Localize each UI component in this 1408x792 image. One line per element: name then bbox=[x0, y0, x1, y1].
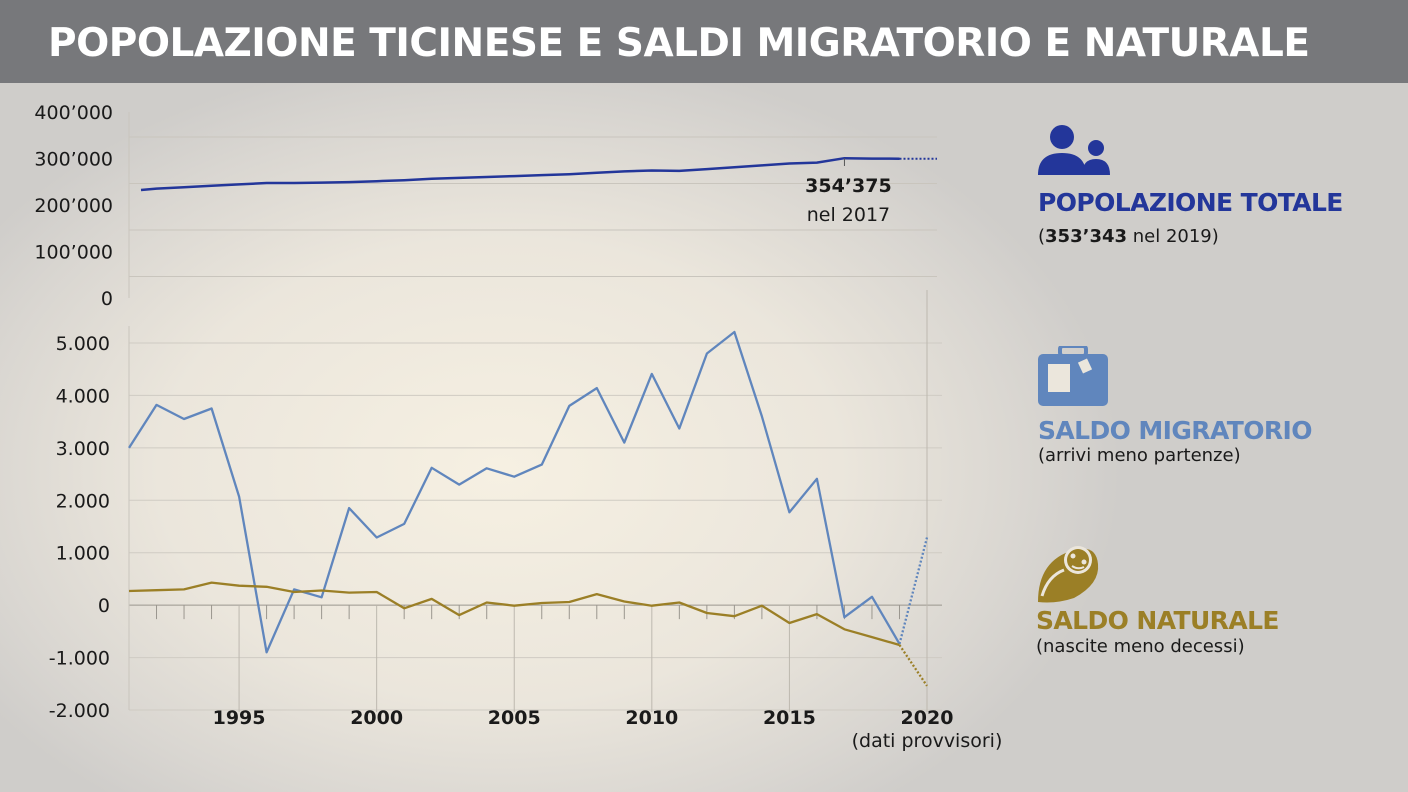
legend-naturale-sub: (nascite meno decessi) bbox=[1036, 636, 1245, 657]
annotation-layer: 354’375 nel 2017 bbox=[805, 158, 892, 226]
saldi-y-tick: 4.000 bbox=[56, 385, 110, 407]
saldi-grid bbox=[128, 290, 942, 712]
migratorio-provisional-line bbox=[898, 537, 929, 645]
suitcase-icon bbox=[1038, 344, 1108, 406]
legend-population-sub-value: 353’343 bbox=[1045, 226, 1128, 247]
legend-naturale-title: SALDO NATURALE bbox=[1036, 606, 1279, 635]
baby-icon bbox=[1034, 540, 1100, 604]
saldi-y-ticks: 5.000 4.000 3.000 2.000 1.000 0 -1.000 -2.000 bbox=[49, 333, 110, 722]
population-y-tick: 200’000 bbox=[34, 195, 113, 217]
population-y-tick: 100’000 bbox=[34, 242, 113, 264]
saldi-y-tick: 3.000 bbox=[56, 438, 110, 460]
population-y-ticks: 400’000 300’000 200’000 100’000 0 bbox=[34, 102, 113, 310]
title-bar: POPOLAZIONE TICINESE E SALDI MIGRATORIO … bbox=[0, 0, 1408, 83]
saldi-x-ticks: 1995 2000 2005 2010 2015 2020(dati provvisori… bbox=[213, 707, 1003, 752]
population-grid bbox=[128, 112, 937, 298]
annotation-value: 354’375 bbox=[805, 175, 892, 197]
legend-population-title: POPOLAZIONE TOTALE bbox=[1038, 188, 1343, 217]
population-y-tick: 400’000 bbox=[34, 102, 113, 124]
saldi-x-tick: 2020 bbox=[901, 707, 954, 729]
legend-migratorio-sub: (arrivi meno partenze) bbox=[1038, 445, 1241, 466]
saldi-x-tick: 2005 bbox=[488, 707, 541, 729]
series-layer bbox=[128, 156, 937, 687]
legend-migratorio-title: SALDO MIGRATORIO bbox=[1038, 416, 1312, 445]
saldi-y-tick: 1.000 bbox=[56, 543, 110, 565]
naturale-provisional-line bbox=[898, 644, 928, 687]
saldi-y-tick: 2.000 bbox=[56, 490, 110, 512]
saldi-x-tick: 1995 bbox=[213, 707, 266, 729]
saldi-y-tick: 5.000 bbox=[56, 333, 110, 355]
annotation-text: nel 2017 bbox=[807, 204, 890, 226]
legend-population-sub-open: ( bbox=[1038, 226, 1046, 247]
naturale-line bbox=[128, 581, 900, 647]
saldi-x-note: (dati provvisori) bbox=[852, 730, 1003, 752]
people-icon bbox=[1036, 123, 1112, 177]
population-y-tick: 300’000 bbox=[34, 149, 113, 171]
saldi-y-tick: 0 bbox=[98, 595, 110, 617]
saldi-x-tick: 2000 bbox=[350, 707, 403, 729]
saldi-y-tick: -1.000 bbox=[49, 648, 110, 670]
saldi-y-tick: -2.000 bbox=[49, 700, 110, 722]
saldi-x-tick: 2010 bbox=[625, 707, 678, 729]
legend-population-sub: (353’343 nel 2019) bbox=[1038, 226, 1219, 247]
population-line bbox=[140, 156, 900, 192]
migratorio-line bbox=[128, 330, 901, 654]
legend-population-sub-rest: nel 2019) bbox=[1127, 226, 1219, 247]
saldi-x-tick: 2015 bbox=[763, 707, 816, 729]
page-title: POPOLAZIONE TICINESE E SALDI MIGRATORIO … bbox=[48, 21, 1310, 66]
population-y-tick: 0 bbox=[101, 288, 113, 310]
